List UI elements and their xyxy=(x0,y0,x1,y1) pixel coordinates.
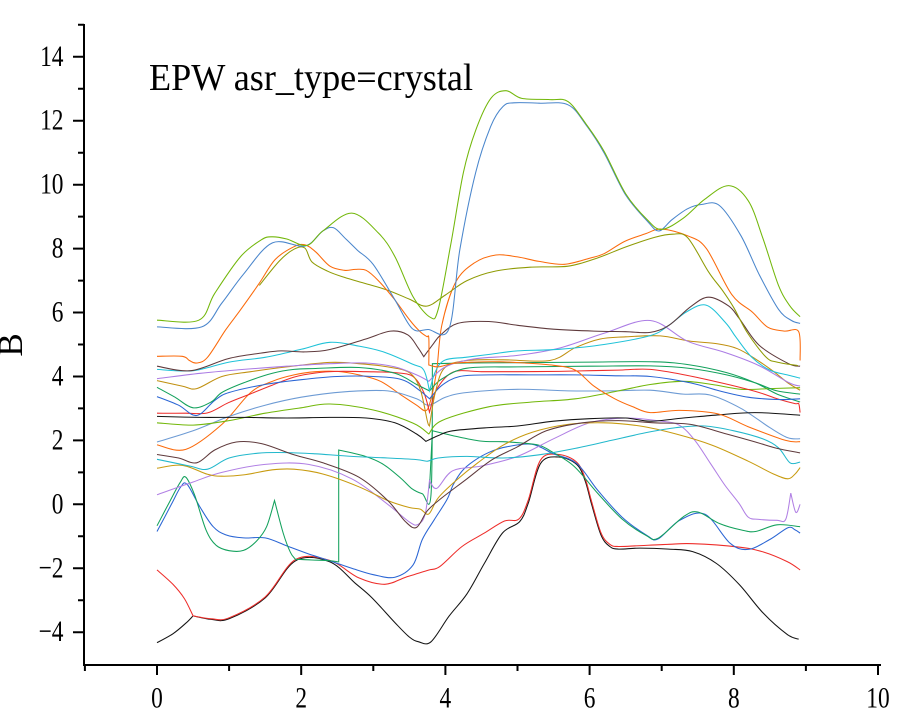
svg-text:10: 10 xyxy=(40,167,63,200)
svg-text:−4: −4 xyxy=(39,614,64,647)
svg-text:6: 6 xyxy=(52,295,64,328)
svg-text:4: 4 xyxy=(52,359,64,392)
svg-text:10: 10 xyxy=(866,681,889,714)
svg-text:B: B xyxy=(0,333,30,356)
svg-text:0: 0 xyxy=(52,487,64,520)
svg-text:2: 2 xyxy=(295,681,307,714)
svg-text:0: 0 xyxy=(151,681,163,714)
svg-text:−2: −2 xyxy=(39,551,64,584)
svg-text:8: 8 xyxy=(52,231,64,264)
svg-text:2: 2 xyxy=(52,423,64,456)
svg-text:6: 6 xyxy=(584,681,596,714)
svg-text:14: 14 xyxy=(40,39,64,72)
svg-text:4: 4 xyxy=(440,681,452,714)
svg-text:EPW asr_type=crystal: EPW asr_type=crystal xyxy=(149,57,473,99)
svg-text:8: 8 xyxy=(728,681,740,714)
svg-text:12: 12 xyxy=(40,103,63,136)
